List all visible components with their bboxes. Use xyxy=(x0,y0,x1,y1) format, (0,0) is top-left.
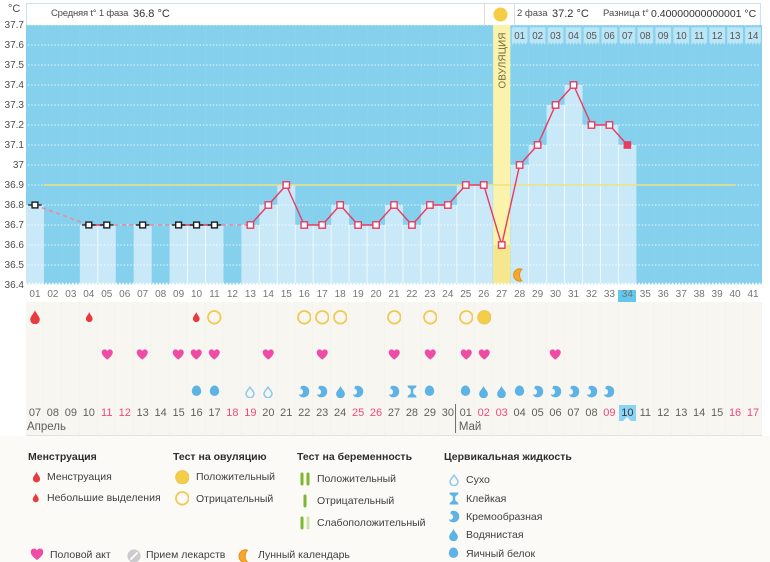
svg-text:12: 12 xyxy=(712,31,723,42)
svg-text:08: 08 xyxy=(640,31,651,42)
svg-text:09: 09 xyxy=(658,31,669,42)
svg-text:07: 07 xyxy=(622,31,633,42)
svg-text:ОВУЛЯЦИЯ: ОВУЛЯЦИЯ xyxy=(498,32,509,88)
svg-text:10: 10 xyxy=(676,31,687,42)
svg-text:01: 01 xyxy=(514,31,525,42)
svg-text:13: 13 xyxy=(730,31,741,42)
svg-text:05: 05 xyxy=(586,31,597,42)
svg-text:02: 02 xyxy=(532,31,543,42)
svg-text:03: 03 xyxy=(550,31,561,42)
svg-text:06: 06 xyxy=(604,31,615,42)
svg-text:11: 11 xyxy=(694,31,704,42)
svg-text:04: 04 xyxy=(568,31,579,42)
svg-text:14: 14 xyxy=(748,31,759,42)
